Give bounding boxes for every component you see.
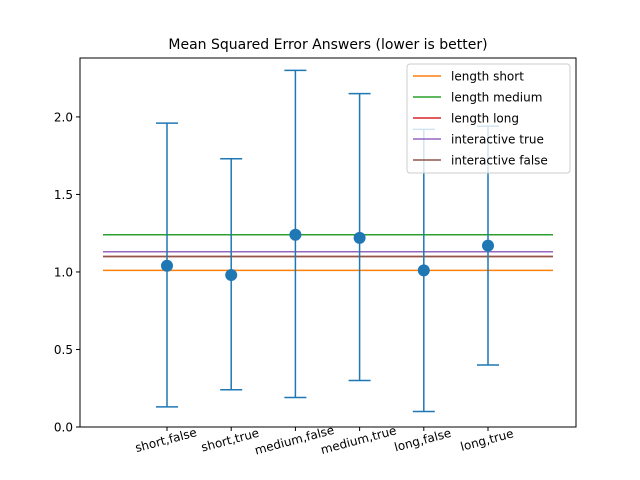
x-axis: short,false short,truemedium,falsemedium,… [134, 423, 515, 458]
mean-point [225, 269, 238, 282]
x-tick-label: short,true [200, 426, 261, 455]
legend-entry: interactive false [413, 154, 548, 168]
legend-entry: length short [413, 70, 524, 84]
mean-point [482, 239, 494, 252]
y-tick-label: 0.5 [54, 343, 73, 357]
legend-entry: length long [413, 112, 519, 126]
legend-label: interactive true [451, 133, 544, 147]
mean-point [161, 259, 173, 272]
data-point-group [220, 158, 243, 391]
mean-point [289, 228, 302, 241]
data-point-group [284, 69, 307, 399]
mean-point [417, 264, 430, 277]
legend-label: length short [451, 70, 524, 84]
mean-point [353, 231, 366, 244]
legend-entry: interactive true [413, 133, 544, 147]
axes-frame [79, 57, 577, 428]
data-point-group [348, 92, 371, 382]
y-tick-label: 0.0 [54, 421, 73, 435]
legend-label: length medium [451, 91, 542, 105]
chart-title: Mean Squared Error Answers (lower is bet… [168, 37, 487, 53]
plot-area [103, 69, 553, 413]
data-point-group [156, 122, 178, 408]
legend-label: length long [451, 112, 519, 126]
y-tick-label: 1.0 [54, 265, 73, 279]
legend-entry: length medium [413, 91, 542, 105]
legend-box [406, 63, 571, 174]
x-tick-label: long,false [393, 426, 453, 455]
legend: length short length medium length long inte… [406, 63, 571, 174]
y-axis: 0.0 0.5 1.0 1.5 2.0 [54, 110, 80, 435]
x-tick-label: long,true [459, 426, 515, 454]
y-tick-label: 1.5 [54, 188, 73, 202]
y-tick-label: 2.0 [54, 110, 73, 124]
legend-label: interactive false [451, 154, 548, 168]
x-tick-label: short,false [134, 425, 199, 455]
